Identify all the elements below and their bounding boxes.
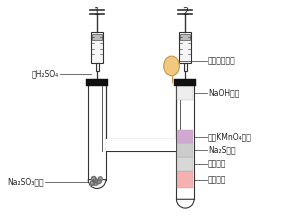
Circle shape xyxy=(90,181,94,185)
Bar xyxy=(88,86,106,180)
Text: 2: 2 xyxy=(182,7,188,17)
Circle shape xyxy=(94,181,98,185)
Circle shape xyxy=(97,179,101,183)
Circle shape xyxy=(91,181,95,185)
Circle shape xyxy=(93,179,97,183)
Bar xyxy=(106,140,176,151)
Bar xyxy=(86,79,108,86)
Circle shape xyxy=(96,180,100,184)
Bar xyxy=(177,86,193,100)
Bar xyxy=(177,157,193,171)
Text: 品红溶液: 品红溶液 xyxy=(208,175,226,184)
Circle shape xyxy=(92,177,96,181)
Circle shape xyxy=(92,177,96,181)
Circle shape xyxy=(98,177,102,181)
Ellipse shape xyxy=(164,56,179,76)
Bar xyxy=(180,34,190,40)
Text: 气压缓冲装置: 气压缓冲装置 xyxy=(208,56,236,65)
Wedge shape xyxy=(88,180,106,188)
Text: Na₂SO₃固体: Na₂SO₃固体 xyxy=(8,177,44,186)
Text: 浓H₂SO₄: 浓H₂SO₄ xyxy=(32,69,59,78)
Text: 1: 1 xyxy=(94,7,100,17)
Wedge shape xyxy=(176,199,194,208)
Bar xyxy=(92,34,102,40)
Bar xyxy=(184,63,187,71)
Bar xyxy=(176,86,194,199)
Bar xyxy=(91,32,103,63)
Bar xyxy=(96,63,98,71)
Text: Na₂S溶液: Na₂S溶液 xyxy=(208,146,236,155)
Bar xyxy=(177,130,193,143)
Bar xyxy=(179,32,191,63)
Text: 石蕊溶液: 石蕊溶液 xyxy=(208,159,226,168)
Bar xyxy=(177,143,193,157)
Text: 酸性KMnO₄溶液: 酸性KMnO₄溶液 xyxy=(208,132,252,141)
Bar xyxy=(175,79,196,86)
Bar xyxy=(177,171,193,188)
Text: NaOH溶液: NaOH溶液 xyxy=(208,88,239,97)
